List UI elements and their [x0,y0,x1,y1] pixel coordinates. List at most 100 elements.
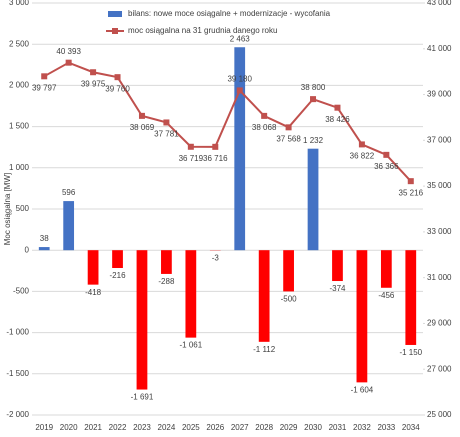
y-tick-label: -500 [13,287,30,296]
x-tick-label: 2023 [133,423,151,432]
marker [114,74,121,81]
y2-tick-label: 35 000 [427,181,452,190]
x-tick-label: 2022 [109,423,127,432]
legend-swatch [112,28,118,34]
value-label: 40 393 [56,47,81,56]
marker [261,112,268,119]
y-tick-label: 1 000 [9,163,30,172]
x-tick-label: 2031 [329,423,347,432]
x-tick-label: 2029 [280,423,298,432]
marker [187,143,194,150]
y-tick-label: -1 500 [6,369,29,378]
value-label: -288 [158,277,175,286]
line [43,61,412,182]
marker [407,178,414,185]
value-label: 596 [62,188,76,197]
value-label: 38 [40,234,49,243]
y-tick-label: 1 500 [9,122,30,131]
value-label: 38 068 [252,123,277,132]
x-tick-label: 2020 [60,423,78,432]
value-label: -374 [329,284,346,293]
y-tick-label: -1 000 [6,328,29,337]
value-label: 38 800 [301,83,326,92]
marker [138,112,145,119]
marker [285,124,292,131]
marker [41,73,48,80]
value-label: 38 426 [325,115,350,124]
value-label: -1 691 [131,393,154,402]
value-label: -1 061 [180,341,203,350]
x-tick-label: 2021 [84,423,102,432]
bar [380,250,392,288]
marker [383,151,390,158]
legend-label: bilans: nowe moce osiągalne + modernizac… [128,9,331,18]
value-label: -1 150 [399,348,422,357]
y-axis-label: Moc osiągalna [MW] [3,173,12,245]
y2-tick-label: 27 000 [427,364,452,373]
value-label: 35 216 [399,188,424,197]
value-label: 37 568 [276,134,301,143]
value-label: -1 604 [351,385,374,394]
value-label: 39 760 [105,84,130,93]
marker [163,119,170,126]
x-tick-label: 2024 [158,423,176,432]
value-label: 39 975 [81,79,106,88]
bar [136,250,148,390]
y2-tick-label: 41 000 [427,44,452,53]
value-label: 36 822 [350,152,375,161]
bar [405,250,417,345]
y-tick-label: 2 000 [9,81,30,90]
y2-tick-label: 39 000 [427,90,452,99]
x-tick-label: 2030 [304,423,322,432]
legend-label: moc osiągalna na 31 grudnia danego roku [128,26,277,35]
bar [112,250,123,268]
marker [358,141,365,148]
bar [307,148,319,251]
y2-tick-label: 29 000 [427,319,452,328]
x-tick-label: 2028 [255,423,273,432]
bar [87,250,99,285]
bar [38,247,50,251]
value-label: 39 797 [32,83,57,92]
marker [65,59,72,66]
bar [234,47,246,251]
y2-tick-label: 33 000 [427,227,452,236]
bar [332,250,343,282]
marker [236,87,243,94]
x-tick-label: 2026 [206,423,224,432]
bar [161,250,172,274]
value-label: -500 [281,295,298,304]
y2-tick-label: 31 000 [427,273,452,282]
y2-tick-label: 43 000 [427,0,452,7]
value-label: 2 463 [230,34,251,43]
value-label: 1 232 [303,136,324,145]
bar [356,250,368,383]
value-label: 36 716 [203,154,228,163]
legend-swatch [108,11,122,17]
y-tick-label: 0 [25,245,30,254]
y2-tick-label: 37 000 [427,135,452,144]
bar [283,250,294,292]
value-label: 38 069 [130,123,155,132]
x-tick-label: 2025 [182,423,200,432]
value-label: 37 781 [154,130,179,139]
value-label: 36 366 [374,162,399,171]
y-tick-label: 3 000 [9,0,30,7]
x-tick-label: 2032 [353,423,371,432]
value-label: -456 [378,291,395,300]
marker [212,143,219,150]
bar [185,250,197,338]
x-tick-label: 2027 [231,423,249,432]
value-label: -3 [212,254,220,263]
marker [90,69,97,76]
y-tick-label: 500 [16,204,30,213]
value-label: -1 112 [253,345,276,354]
bar [63,201,75,251]
marker [310,96,317,103]
value-label: -418 [85,288,102,297]
x-tick-label: 2019 [35,423,53,432]
x-tick-label: 2034 [402,423,420,432]
bar [258,250,270,342]
y-tick-label: 2 500 [9,39,30,48]
